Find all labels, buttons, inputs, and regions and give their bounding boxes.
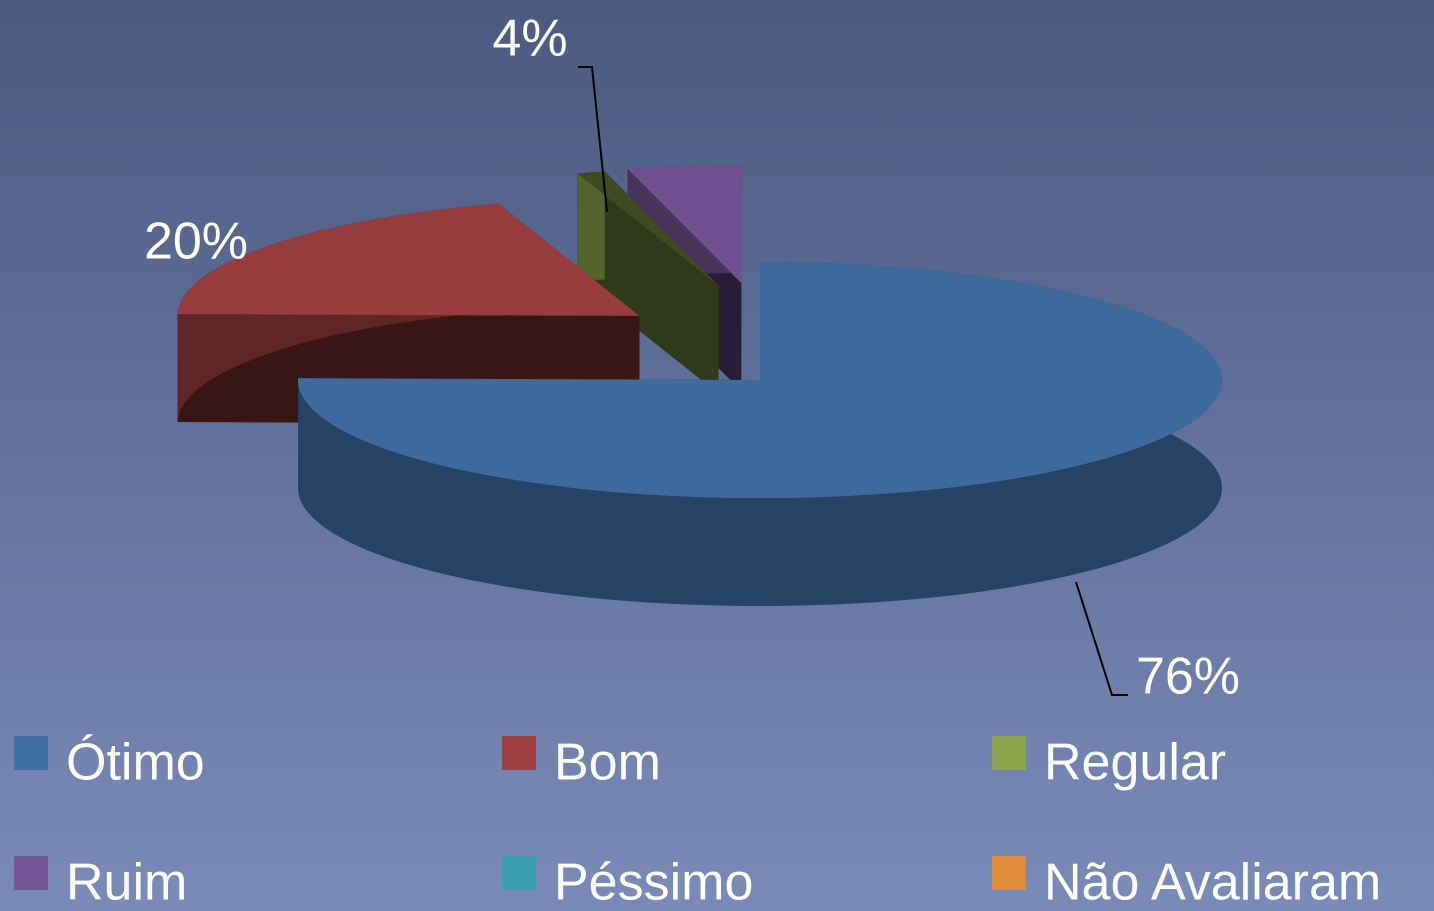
slice-side bbox=[577, 171, 605, 282]
slice-top bbox=[627, 165, 742, 284]
data-label: 4% bbox=[492, 10, 567, 68]
legend-swatch bbox=[992, 736, 1026, 770]
legend-label: Não Avaliaram bbox=[1044, 854, 1381, 911]
legend-swatch bbox=[14, 736, 48, 770]
legend-swatch bbox=[14, 856, 48, 890]
legend-swatch bbox=[992, 856, 1026, 890]
slice-top bbox=[577, 171, 719, 286]
legend-swatch bbox=[502, 856, 536, 890]
leader-line bbox=[578, 66, 608, 213]
legend-label: Bom bbox=[554, 734, 661, 792]
legend-label: Ruim bbox=[66, 854, 187, 911]
legend-label: Regular bbox=[1044, 734, 1226, 792]
leader-line bbox=[1075, 581, 1128, 696]
legend-label: Ótimo bbox=[66, 734, 205, 792]
slice-wall bbox=[604, 171, 719, 394]
slice bbox=[577, 171, 719, 394]
slice-top bbox=[177, 203, 640, 316]
slice bbox=[298, 262, 1222, 606]
data-label: 76% bbox=[1136, 648, 1240, 706]
slice-top bbox=[298, 262, 1222, 498]
legend-label: Péssimo bbox=[554, 854, 753, 911]
legend-swatch bbox=[502, 736, 536, 770]
data-label: 20% bbox=[144, 213, 248, 271]
